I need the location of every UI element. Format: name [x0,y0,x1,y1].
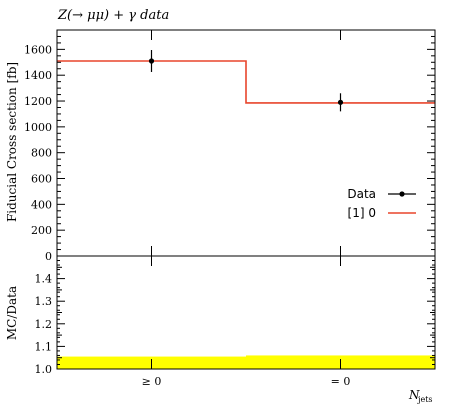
y-tick-label: 0 [45,250,52,263]
legend-entry-mc: [1] 0 [348,206,376,220]
y-tick-label: 800 [31,147,52,160]
ratio-y-tick-label: 1.3 [35,295,53,308]
y-tick-label: 400 [31,198,52,211]
ratio-y-tick-label: 1.4 [35,273,53,286]
y-tick-label: 200 [31,224,52,237]
y-tick-label: 1000 [24,121,52,134]
legend: Data [1] 0 [347,187,416,220]
data-point [337,99,344,105]
x-tick-label: = 0 [331,375,351,388]
x-axis-label-sub: jets [417,395,433,404]
legend-marker-data-point [399,191,405,197]
legend-entry-data: Data [347,187,376,201]
ratio-y-tick-label: 1.0 [35,363,53,376]
y-axis-label: Fiducial Cross section [fb] [5,62,19,222]
mc-step-line [57,60,435,104]
x-tick-label: ≥ 0 [142,375,162,388]
x-axis-label-main: N [408,388,420,402]
chart-title: Z(→ μμ) + γ data [57,8,169,23]
y-tick-label: 600 [31,173,52,186]
y-tick-label: 1400 [24,69,52,82]
data-points-layer [148,50,344,112]
ratio-y-tick-label: 1.2 [35,318,53,331]
mc-step-layer [57,60,435,104]
ratio-y-tick-label: 1.1 [35,340,53,353]
y-tick-label: 1600 [24,43,52,56]
ratio-band-layer [57,355,435,369]
x-axis-label: N jets [408,388,433,404]
data-point [148,58,155,64]
ratio-frame [56,255,436,370]
tick-layer: 0 200 400 600 800 1000 1200 1400 1600 1.0 1.1 1.2 1.… [24,29,435,388]
y-tick-label: 1200 [24,95,52,108]
ratio-y-axis-label: MC/Data [5,286,19,340]
